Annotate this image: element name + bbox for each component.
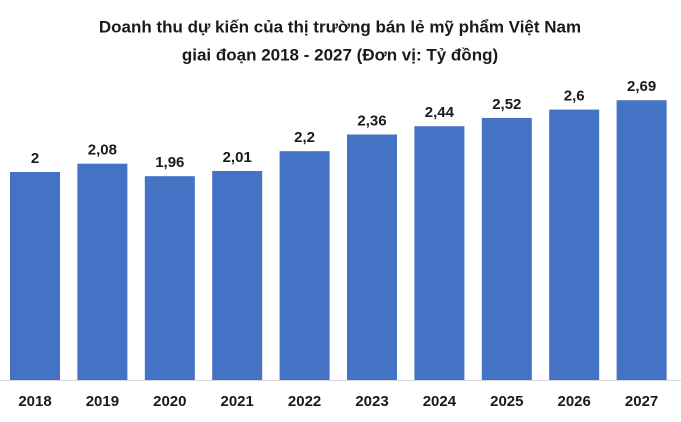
bar xyxy=(10,172,60,380)
x-tick-label: 2023 xyxy=(355,393,388,410)
value-label: 2,6 xyxy=(564,88,585,105)
bar xyxy=(616,100,667,381)
value-label: 1,96 xyxy=(155,154,184,171)
x-tick-label: 2024 xyxy=(423,393,457,410)
x-tick-label: 2021 xyxy=(221,393,254,410)
bar xyxy=(144,176,195,380)
value-label: 2,52 xyxy=(492,96,521,113)
chart-title: giai đoạn 2018 - 2027 (Đơn vị: Tỷ đồng) xyxy=(182,45,498,64)
x-tick-label: 2026 xyxy=(558,393,591,410)
value-label: 2,69 xyxy=(627,78,656,95)
value-label: 2,2 xyxy=(294,129,315,146)
bar xyxy=(212,170,263,380)
bar xyxy=(77,163,128,380)
x-tick-label: 2018 xyxy=(18,393,51,410)
bar xyxy=(279,151,330,380)
bar xyxy=(347,134,397,380)
chart-title: Doanh thu dự kiến của thị trường bán lẻ … xyxy=(99,17,581,36)
value-label: 2,36 xyxy=(357,113,386,130)
value-label: 2,08 xyxy=(88,142,117,159)
x-tick-label: 2025 xyxy=(490,393,523,410)
value-label: 2,44 xyxy=(425,104,455,121)
bar xyxy=(481,117,532,381)
bar xyxy=(549,109,600,380)
x-tick-label: 2020 xyxy=(153,393,186,410)
value-label: 2,01 xyxy=(223,149,252,166)
x-tick-label: 2027 xyxy=(625,393,658,410)
value-label: 2 xyxy=(31,150,39,167)
x-tick-label: 2022 xyxy=(288,393,321,410)
x-tick-label: 2019 xyxy=(86,393,119,410)
bar xyxy=(414,126,465,381)
